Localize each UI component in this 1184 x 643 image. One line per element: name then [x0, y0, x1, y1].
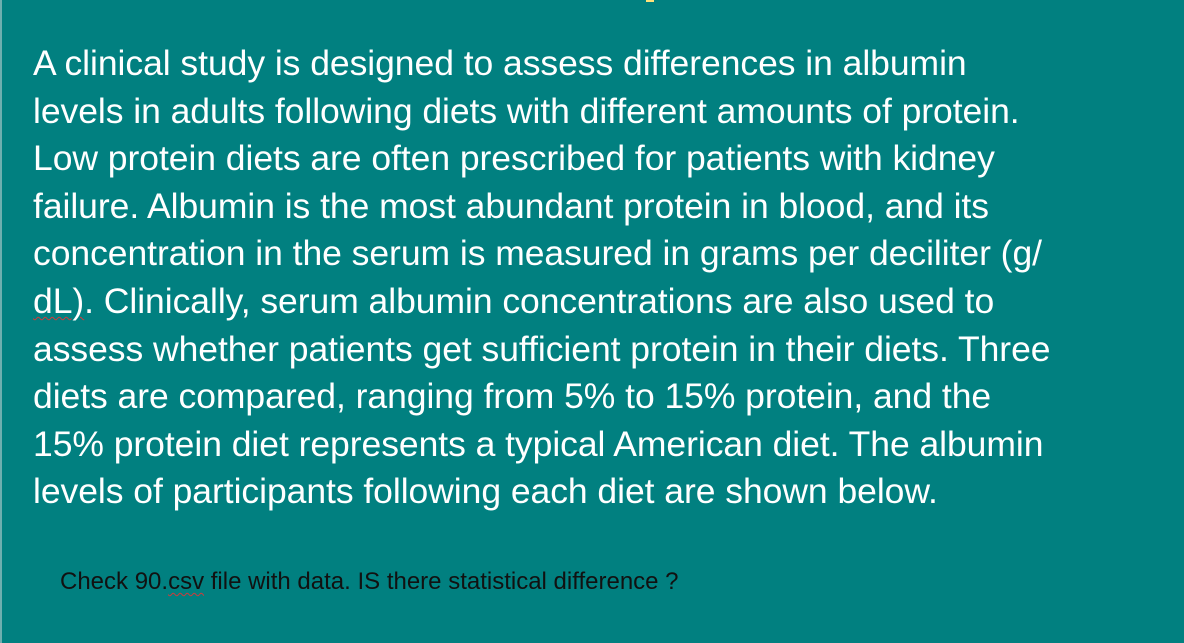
paragraph-line-1: A clinical study is designed to assess d…: [33, 43, 967, 83]
note-prefix: Check 90.: [60, 568, 169, 595]
paragraph-line-4: failure. Albumin is the most abundant pr…: [33, 185, 989, 226]
paragraph-line-5: concentration in the serum is measured i…: [33, 233, 1042, 274]
paragraph-line-7: assess whether patients get sufficient p…: [33, 328, 1051, 369]
data-instruction-note: Check 90.csv file with data. IS there st…: [60, 567, 679, 597]
paragraph-line-2: levels in adults following diets with di…: [33, 90, 1020, 131]
paragraph-line-10: levels of participants following each di…: [33, 471, 938, 512]
note-suffix: file with data. IS there statistical dif…: [204, 568, 679, 595]
paragraph-line-9: 15% protein diet represents a typical Am…: [33, 423, 1044, 464]
spellcheck-flagged-unit: dL): [33, 280, 85, 321]
problem-paragraph: A clinical study is designed to assess d…: [33, 40, 1179, 516]
spellcheck-flagged-word: csv: [168, 568, 205, 595]
paragraph-line-8: diets are compared, ranging from 5% to 1…: [33, 376, 992, 417]
paragraph-line-3: Low protein diets are often prescribed f…: [33, 138, 995, 179]
text-cursor-mark: [646, 0, 654, 2]
slide-left-edge: [0, 0, 2, 643]
paragraph-line-6: dL). Clinically, serum albumin concentra…: [33, 278, 1179, 326]
paragraph-line-6-rest: . Clinically, serum albumin concentratio…: [84, 280, 995, 321]
